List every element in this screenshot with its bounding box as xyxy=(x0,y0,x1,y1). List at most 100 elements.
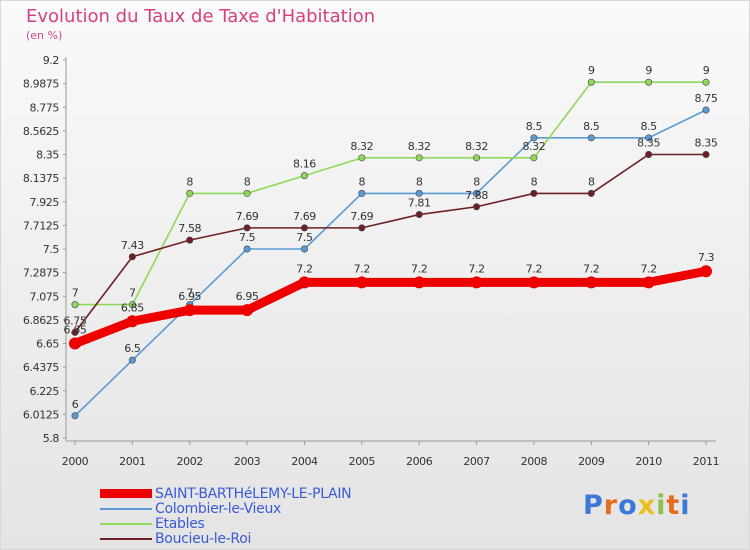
legend-swatch xyxy=(100,507,152,510)
y-tick-label: 7.075 xyxy=(30,290,60,303)
data-label: 8 xyxy=(186,175,193,188)
data-point xyxy=(700,265,712,278)
data-point xyxy=(300,172,308,180)
logo-letter: i xyxy=(656,490,667,521)
data-point xyxy=(355,276,368,289)
data-label: 7 xyxy=(72,287,79,300)
y-tick-label: 8.35 xyxy=(36,149,59,162)
data-point xyxy=(71,301,79,309)
data-point xyxy=(642,276,655,289)
data-point xyxy=(585,276,598,289)
data-label: 6.95 xyxy=(236,290,259,303)
chart-subtitle: (en %) xyxy=(26,29,63,42)
data-label: 6.75 xyxy=(64,314,87,327)
data-point xyxy=(358,224,366,232)
data-point xyxy=(243,245,251,253)
data-label: 7.69 xyxy=(293,210,316,223)
data-point xyxy=(300,224,308,232)
data-point xyxy=(298,276,311,289)
data-label: 7.43 xyxy=(121,239,144,252)
data-point xyxy=(530,134,538,142)
x-tick-label: 2008 xyxy=(521,455,548,468)
y-tick-label: 6.4375 xyxy=(23,361,59,374)
data-point xyxy=(473,203,481,211)
legend-swatch xyxy=(100,522,152,525)
x-tick-label: 2004 xyxy=(291,455,318,468)
data-label: 8 xyxy=(531,175,538,188)
data-label: 8 xyxy=(473,175,480,188)
data-point xyxy=(702,151,710,159)
data-point xyxy=(530,189,538,197)
y-tick-label: 5.8 xyxy=(43,432,60,445)
data-label: 8.16 xyxy=(293,158,316,171)
data-label: 8.32 xyxy=(350,140,373,153)
logo-letter: x xyxy=(637,490,657,521)
series-line xyxy=(74,153,706,333)
y-tick-label: 6.225 xyxy=(30,385,60,398)
legend-item: Boucieu-le-Roi xyxy=(100,530,351,547)
data-point xyxy=(645,134,653,142)
data-label: 7.2 xyxy=(354,262,370,275)
legend-label: Boucieu-le-Roi xyxy=(155,530,252,547)
data-point xyxy=(645,78,653,86)
x-tick-label: 2006 xyxy=(406,455,433,468)
data-point xyxy=(702,106,710,114)
data-point xyxy=(470,276,483,289)
data-label: 8 xyxy=(244,175,251,188)
y-tick-label: 8.1375 xyxy=(23,172,59,185)
data-point xyxy=(702,78,710,86)
data-label: 7.5 xyxy=(239,231,256,244)
y-tick-label: 6.8625 xyxy=(23,314,59,327)
proxiti-logo: Proxiti xyxy=(583,490,691,521)
data-label: 7 xyxy=(186,287,193,300)
data-point xyxy=(415,154,423,162)
x-tick-label: 2001 xyxy=(119,455,145,468)
data-label: 8.32 xyxy=(465,140,488,153)
y-tick-label: 6.65 xyxy=(36,338,59,351)
x-tick-label: 2010 xyxy=(635,455,662,468)
data-point xyxy=(645,151,653,159)
y-tick-label: 8.9875 xyxy=(23,78,59,91)
legend-item: Colombier-le-Vieux xyxy=(100,500,351,517)
series-line xyxy=(74,109,707,417)
data-point xyxy=(71,412,79,420)
data-label: 8.5 xyxy=(640,120,657,133)
chart-title: Evolution du Taux de Taxe d'Habitation xyxy=(26,6,376,27)
data-point xyxy=(473,189,481,197)
data-point xyxy=(128,253,136,261)
y-tick-label: 7.7125 xyxy=(23,219,59,232)
data-label: 8 xyxy=(588,175,595,188)
series-line xyxy=(73,266,707,348)
legend-label: Colombier-le-Vieux xyxy=(155,500,282,517)
data-label: 8.32 xyxy=(522,140,545,153)
data-point xyxy=(415,211,423,219)
data-label: 9 xyxy=(588,64,595,77)
legend-label: SAINT-BARTHéLEMY-LE-PLAIN xyxy=(155,485,352,502)
y-tick-label: 6.0125 xyxy=(23,408,59,421)
data-point xyxy=(243,189,251,197)
data-point xyxy=(300,245,308,253)
legend-item: SAINT-BARTHéLEMY-LE-PLAIN xyxy=(100,485,352,502)
data-point xyxy=(243,224,251,232)
legend-swatch xyxy=(100,489,152,498)
data-label: 7.69 xyxy=(236,210,259,223)
legend-label: Etables xyxy=(155,515,205,532)
data-point xyxy=(183,304,196,317)
data-point xyxy=(530,154,538,162)
logo-letter: r xyxy=(603,490,619,521)
y-tick-label: 9.2 xyxy=(43,54,59,67)
data-point xyxy=(587,189,595,197)
legend: SAINT-BARTHéLEMY-LE-PLAIN Colombier-le-Vi… xyxy=(100,485,352,547)
data-point xyxy=(186,236,194,244)
data-label: 8.5 xyxy=(583,120,600,133)
data-point xyxy=(126,315,139,328)
data-label: 8.75 xyxy=(695,92,718,105)
data-label: 9 xyxy=(645,64,652,77)
data-label: 8.35 xyxy=(695,137,718,150)
data-label: 7 xyxy=(129,287,136,300)
data-label: 7.2 xyxy=(468,262,484,275)
data-label: 7.2 xyxy=(296,262,312,275)
data-label: 6 xyxy=(72,398,79,411)
